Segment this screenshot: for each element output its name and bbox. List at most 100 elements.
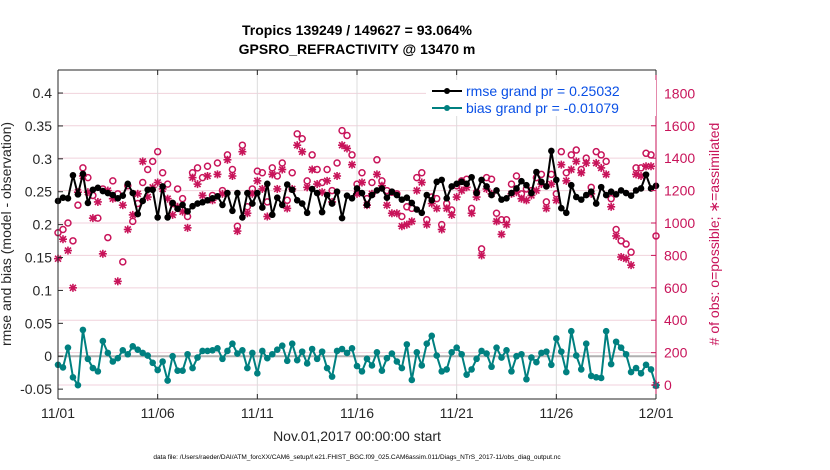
asterisk-stroke — [283, 204, 291, 212]
asterisk-stroke — [557, 161, 565, 169]
possible-obs-point — [487, 175, 496, 183]
asterisk-stroke — [338, 141, 346, 149]
possible-obs-point — [148, 157, 157, 166]
bias-point — [582, 340, 590, 348]
bias-point — [268, 350, 276, 358]
assimilated-obs-point — [58, 235, 67, 244]
tick-label-x: 11/06 — [141, 405, 175, 421]
possible-obs-point — [572, 146, 581, 154]
rmse-point — [558, 204, 565, 212]
bias-point — [184, 350, 191, 358]
bias-point — [224, 347, 231, 355]
bias-point — [74, 381, 82, 389]
bias-point — [513, 352, 520, 360]
asterisk-stroke — [243, 209, 251, 217]
asterisk-stroke — [223, 156, 231, 164]
assimilated-obs-point — [63, 246, 72, 255]
rmse-point — [268, 211, 276, 219]
assimilated-obs-point — [138, 157, 147, 166]
bias-point — [642, 361, 650, 369]
bias-point — [493, 344, 500, 351]
rmse-point — [59, 194, 67, 201]
rmse-point — [493, 187, 500, 194]
rmse-point — [403, 194, 411, 201]
asterisk-stroke — [443, 204, 451, 212]
rmse-point — [637, 185, 645, 192]
bias-point — [398, 364, 406, 372]
rmse-point — [607, 188, 615, 196]
possible-obs-point — [288, 169, 296, 177]
possible-obs-point — [602, 157, 610, 166]
bias-point — [119, 347, 127, 354]
tick-label-right: 1600 — [664, 118, 695, 134]
bias-point — [558, 348, 565, 355]
bias-point — [448, 348, 455, 356]
bias-point — [553, 335, 560, 342]
bias-point — [563, 368, 570, 376]
bias-point — [637, 370, 645, 377]
y-axis-label-right: # of obs: o=possible; ∗=assimilated — [706, 123, 722, 346]
assimilated-obs-point — [293, 141, 302, 150]
assimilated-obs-point — [622, 254, 631, 263]
bias-point — [104, 349, 112, 357]
asterisk-stroke — [273, 185, 281, 193]
assimilated-obs-point — [557, 160, 566, 169]
asterisk-stroke — [139, 157, 147, 165]
tick-label-x: 11/01 — [41, 405, 75, 421]
assimilated-obs-point — [467, 209, 476, 218]
rmse-point — [293, 196, 301, 204]
possible-obs-point — [398, 212, 406, 221]
assimilated-obs-point — [577, 168, 586, 177]
rmse-point — [617, 187, 625, 194]
rmse-point — [184, 208, 191, 215]
assimilated-obs-point — [118, 201, 127, 210]
asterisk-stroke — [562, 177, 570, 185]
assimilated-obs-point — [437, 225, 446, 234]
bias-point — [64, 344, 72, 351]
bias-point — [264, 354, 271, 362]
tick-label-right: 600 — [664, 280, 688, 296]
possible-obs-point — [298, 134, 306, 143]
bias-point — [94, 368, 102, 375]
bias-point — [617, 344, 625, 351]
possible-obs-point — [607, 194, 615, 203]
asterisk-stroke — [213, 170, 222, 178]
possible-obs-point — [413, 173, 421, 182]
legend-bias-marker — [444, 105, 450, 111]
assimilated-obs-point — [93, 197, 102, 206]
asterisk-stroke — [627, 261, 635, 269]
assimilated-obs-point — [392, 209, 401, 218]
possible-obs-point — [293, 130, 301, 138]
rmse-point — [179, 201, 186, 209]
bias-point — [463, 371, 470, 378]
bias-point — [298, 348, 306, 355]
rmse-point — [398, 196, 406, 203]
rmse-point — [129, 189, 137, 197]
rmse-point — [278, 201, 286, 209]
bias-point — [99, 337, 107, 345]
rmse-point — [343, 192, 351, 199]
bias-point — [338, 345, 346, 353]
possible-obs-point — [64, 219, 72, 227]
assimilated-obs-point — [113, 277, 122, 286]
bias-point — [538, 349, 545, 357]
asterisk-stroke — [517, 195, 526, 203]
assimilated-obs-point — [442, 204, 451, 213]
bias-point — [283, 357, 291, 365]
rmse-point — [288, 186, 296, 194]
rmse-point — [259, 204, 266, 211]
bias-point — [368, 362, 376, 369]
rmse-point — [413, 206, 421, 213]
asterisk-stroke — [408, 217, 416, 225]
possible-obs-point — [213, 159, 222, 167]
assimilated-obs-point — [298, 147, 307, 156]
bias-point — [443, 366, 451, 373]
rmse-point — [69, 171, 77, 179]
bias-point — [587, 372, 595, 380]
rmse-point — [483, 183, 490, 190]
rmse-point — [587, 188, 595, 196]
rmse-point — [528, 189, 535, 197]
bias-point — [259, 347, 266, 355]
rmse-point — [219, 201, 226, 209]
assimilated-obs-point — [198, 191, 207, 200]
